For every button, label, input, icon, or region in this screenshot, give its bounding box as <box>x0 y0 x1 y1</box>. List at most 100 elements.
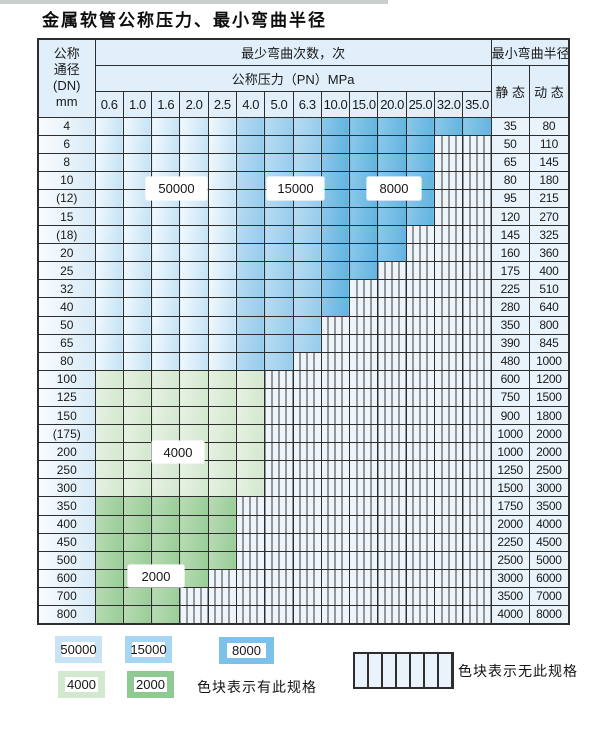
spec-cell <box>122 134 153 154</box>
spec-cell <box>94 243 124 263</box>
static-radius-cell: 1750 <box>490 496 530 516</box>
spec-cell <box>405 152 436 172</box>
spec-cell <box>235 424 266 444</box>
no-spec-cell <box>462 369 492 389</box>
spec-cell <box>122 206 153 227</box>
no-spec-cell <box>349 460 379 480</box>
no-spec-cell <box>264 442 294 462</box>
spec-cell <box>94 460 124 480</box>
static-radius-cell: 750 <box>490 387 530 408</box>
spec-cell <box>207 333 237 353</box>
table-row: 100 600 1200 <box>37 369 570 389</box>
spec-cell <box>235 369 266 389</box>
no-spec-cell <box>349 550 379 570</box>
spec-cell <box>151 297 181 317</box>
spec-cell <box>207 188 237 208</box>
spec-cell <box>94 225 124 245</box>
no-spec-cell <box>377 351 407 371</box>
dynamic-radius-cell: 4500 <box>528 532 570 552</box>
static-radius-cell: 65 <box>490 152 530 172</box>
dn-cell: 25 <box>37 261 96 281</box>
legend-swatch: 2000 <box>127 671 174 698</box>
no-spec-cell <box>207 605 237 625</box>
table-row: 25 175 400 <box>37 261 570 281</box>
spec-cell <box>320 152 351 172</box>
spec-cell <box>207 369 237 389</box>
no-spec-cell <box>462 333 492 353</box>
spec-cell <box>94 605 124 625</box>
static-radius-cell: 3000 <box>490 568 530 588</box>
no-spec-cell <box>405 387 436 408</box>
spec-cell <box>151 225 181 245</box>
dn-cell: 50 <box>37 315 96 335</box>
spec-cell <box>179 333 209 353</box>
no-spec-cell <box>377 605 407 625</box>
no-spec-cell <box>405 225 436 245</box>
dynamic-radius-cell: 145 <box>528 152 570 172</box>
spec-cell <box>179 315 209 335</box>
no-spec-cell <box>349 405 379 426</box>
spec-cell <box>122 116 153 136</box>
pressure-column-header: 2.5 <box>207 90 237 118</box>
no-spec-cell <box>462 586 492 607</box>
no-spec-cell <box>349 424 379 444</box>
table-row: 15 120 270 <box>37 206 570 227</box>
dn-cell: 40 <box>37 297 96 317</box>
no-spec-cell <box>264 514 294 534</box>
spec-cell <box>179 243 209 263</box>
spec-cell <box>207 225 237 245</box>
spec-cell <box>151 333 181 353</box>
legend-swatch-value: 50000 <box>60 641 97 658</box>
spec-cell <box>179 225 209 245</box>
no-spec-cell <box>377 387 407 408</box>
dn-cell: 150 <box>37 405 96 426</box>
no-spec-cell <box>349 351 379 371</box>
spec-cell <box>122 442 153 462</box>
table-row: (18) 145 325 <box>37 225 570 245</box>
no-spec-cell <box>349 387 379 408</box>
no-spec-cell <box>377 424 407 444</box>
no-spec-cell <box>405 243 436 263</box>
spec-cell <box>264 315 294 335</box>
spec-cell <box>94 297 124 317</box>
no-spec-cell <box>320 460 351 480</box>
no-spec-cell <box>434 243 464 263</box>
dn-cell: 600 <box>37 568 96 588</box>
dn-corner-header: 公称 通径 (DN) mm <box>37 38 96 118</box>
no-spec-cell <box>292 605 322 625</box>
no-spec-cell <box>320 315 351 335</box>
spec-cell <box>320 116 351 136</box>
no-spec-cell <box>179 586 209 607</box>
dynamic-radius-cell: 215 <box>528 188 570 208</box>
dn-cell: 4 <box>37 116 96 136</box>
spec-cell <box>122 315 153 335</box>
pressure-column-header: 35.0 <box>462 90 492 118</box>
no-spec-cell <box>264 586 294 607</box>
dynamic-radius-cell: 8000 <box>528 605 570 625</box>
dynamic-radius-cell: 640 <box>528 297 570 317</box>
no-spec-cell <box>264 568 294 588</box>
dynamic-column-header: 动 态 <box>528 64 570 118</box>
no-spec-cell <box>462 568 492 588</box>
spec-cell <box>122 170 153 190</box>
pressure-column-header: 6.3 <box>292 90 322 118</box>
spec-cell <box>122 261 153 281</box>
no-spec-cell <box>462 206 492 227</box>
no-spec-cell <box>320 424 351 444</box>
table-row: 125 750 1500 <box>37 387 570 408</box>
spec-cell <box>151 514 181 534</box>
legend-has-spec-text: 色块表示有此规格 <box>197 679 317 695</box>
table-row: 8 65 145 <box>37 152 570 172</box>
spec-cell <box>94 206 124 227</box>
static-radius-cell: 390 <box>490 333 530 353</box>
no-spec-cell <box>462 442 492 462</box>
no-spec-cell <box>377 279 407 299</box>
dynamic-radius-cell: 4000 <box>528 514 570 534</box>
dn-cell: 100 <box>37 369 96 389</box>
no-spec-cell <box>349 442 379 462</box>
dynamic-radius-cell: 845 <box>528 333 570 353</box>
spec-cell <box>207 261 237 281</box>
legend-swatch: 50000 <box>55 636 102 663</box>
dn-corner-line: (DN) <box>53 78 81 94</box>
